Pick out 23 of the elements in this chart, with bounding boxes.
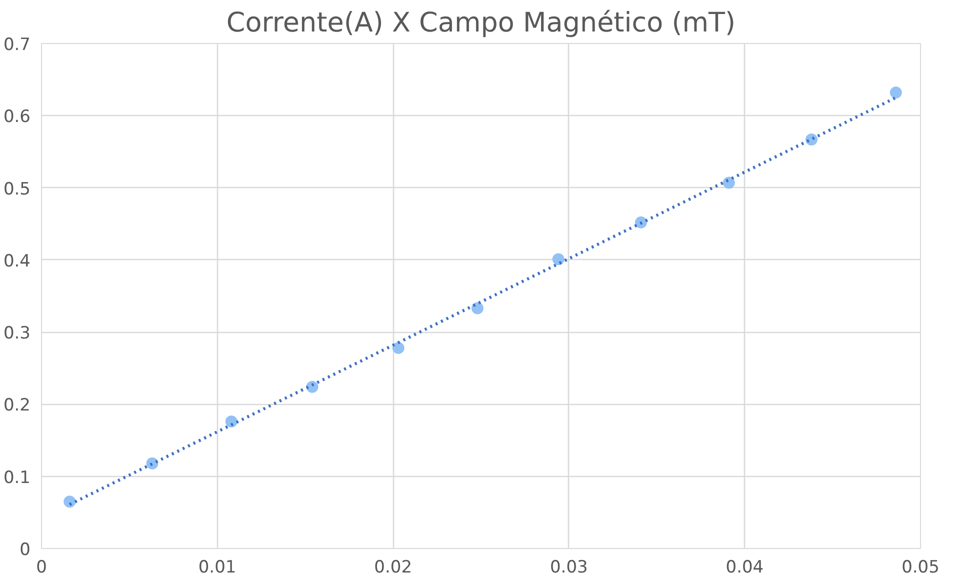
y-tick-label: 0.4 xyxy=(3,251,31,272)
point xyxy=(634,216,647,228)
y-tick-label: 0.2 xyxy=(3,396,31,416)
y-tick-label: 0.5 xyxy=(3,179,31,200)
point xyxy=(392,342,404,354)
x-tick-label: 0.02 xyxy=(374,558,412,578)
point xyxy=(722,176,735,189)
y-tick-label: 0.1 xyxy=(3,468,31,488)
x-tick-label: 0.04 xyxy=(726,558,764,578)
point xyxy=(64,496,76,508)
x-tick-label: 0.05 xyxy=(902,558,940,578)
y-tick-label: 0.3 xyxy=(3,324,31,344)
y-tick-label: 0.6 xyxy=(3,107,31,128)
x-tick-label: 0.03 xyxy=(550,558,588,578)
point xyxy=(471,302,484,314)
chart-title: Corrente(A) X Campo Magnético (mT) xyxy=(226,8,736,38)
point xyxy=(552,253,564,266)
point xyxy=(225,416,238,428)
x-tick-label: 0.01 xyxy=(198,558,236,578)
x-tick-label: 0 xyxy=(36,558,47,578)
y-tick-label: 0.7 xyxy=(3,35,31,55)
point xyxy=(890,86,902,99)
y-tick-label: 0 xyxy=(20,540,31,560)
